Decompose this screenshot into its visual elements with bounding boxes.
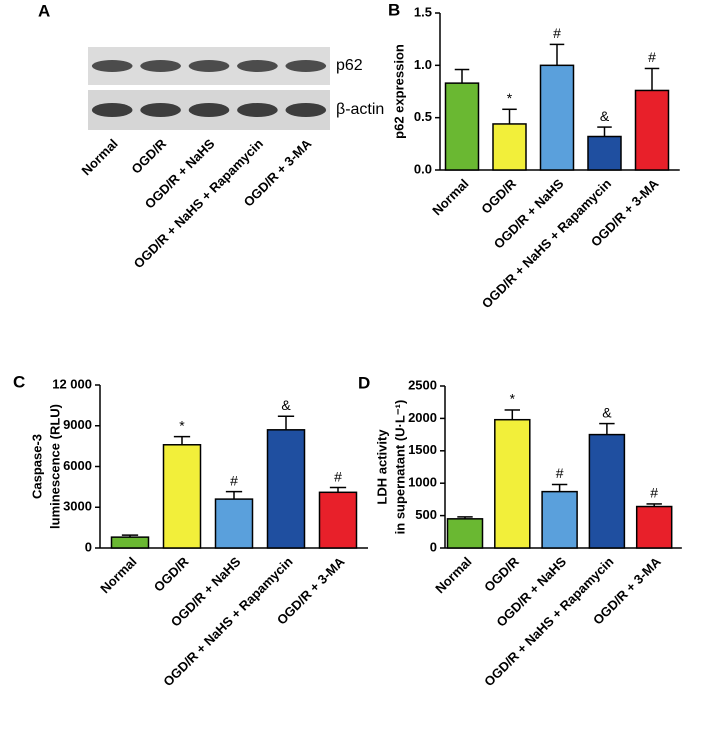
y-tick-label: 0.5 [414, 109, 432, 124]
bar [446, 518, 484, 549]
y-tick-label: 2500 [408, 377, 437, 392]
x-tick-label: OGD/R [478, 176, 519, 217]
y-tick-label: 0 [85, 539, 92, 554]
y-tick-label: 9000 [63, 417, 92, 432]
band-label: β-actin [336, 101, 384, 118]
bar [266, 429, 306, 549]
lane-label: OGD/R [128, 136, 169, 177]
y-tick-label: 3000 [63, 499, 92, 514]
blot-band [285, 60, 327, 72]
blot-band [237, 60, 278, 72]
lane-label: Normal [78, 136, 120, 178]
y-tick-label: 2000 [408, 410, 437, 425]
annotation: # [556, 465, 564, 481]
panel-label: D [358, 373, 370, 392]
x-tick-label: OGD/R [151, 554, 192, 595]
x-tick-label: Normal [429, 176, 471, 218]
y-tick-label: 6000 [63, 458, 92, 473]
blot-band [188, 60, 230, 72]
blot-band [140, 60, 181, 72]
annotation: & [281, 397, 291, 413]
bar [494, 418, 531, 549]
blot-band [188, 103, 230, 117]
y-tick-label: 0.0 [414, 161, 432, 176]
annotation: # [648, 49, 656, 65]
bar [492, 123, 527, 171]
annotation: # [334, 468, 342, 484]
bar [539, 64, 575, 171]
y-tick-label: 1.0 [414, 57, 432, 72]
bar [541, 490, 578, 549]
blot-band [91, 103, 133, 117]
y-tick-label: 1000 [408, 475, 437, 490]
bar [587, 135, 622, 171]
annotation: & [602, 404, 612, 420]
y-axis-label: p62 expression [391, 44, 406, 139]
y-tick-label: 0 [430, 539, 437, 554]
panel-label: B [388, 0, 400, 19]
bar [635, 505, 673, 549]
x-tick-label: Normal [97, 554, 139, 596]
blot-band [237, 103, 278, 117]
annotation: # [650, 485, 658, 501]
bar [110, 536, 150, 549]
y-axis-label: luminescence (RLU) [47, 404, 62, 529]
band-label: p62 [336, 57, 363, 74]
blot-band [285, 103, 327, 117]
panel-label: A [38, 1, 50, 20]
annotation: * [179, 417, 185, 433]
y-axis-label: Caspase-3 [29, 434, 44, 499]
bar [444, 82, 480, 171]
annotation: & [600, 108, 610, 124]
panel-label: C [13, 372, 25, 391]
bar [634, 89, 670, 171]
y-tick-label: 1.5 [414, 4, 432, 19]
annotation: # [230, 472, 238, 488]
annotation: # [553, 25, 561, 41]
y-tick-label: 12 000 [52, 376, 92, 391]
blot-band [91, 60, 133, 72]
annotation: * [507, 90, 513, 106]
bar [318, 491, 358, 549]
x-tick-label: OGD/R [481, 554, 522, 595]
y-tick-label: 500 [415, 507, 437, 522]
x-tick-label: Normal [432, 554, 474, 596]
y-axis-label: in supernatant (U·L⁻¹) [392, 400, 407, 535]
annotation: * [510, 391, 516, 407]
bar [214, 498, 254, 549]
bar [588, 433, 626, 549]
bar [162, 444, 202, 549]
blot-band [140, 103, 181, 117]
y-tick-label: 1500 [408, 442, 437, 457]
y-axis-label: LDH activity [374, 429, 389, 505]
